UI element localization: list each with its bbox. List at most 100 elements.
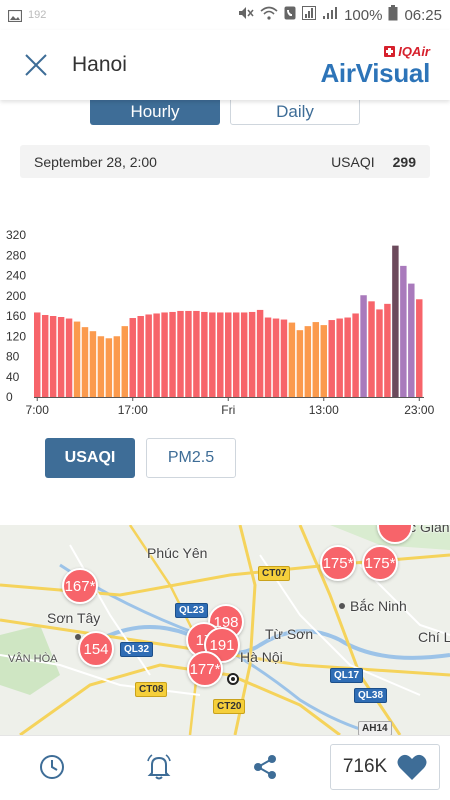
x-tick-label: 13:00	[309, 403, 339, 417]
aqi-bar[interactable]	[201, 311, 208, 397]
aqi-bar[interactable]	[408, 283, 415, 397]
pm25-button[interactable]: PM2.5	[146, 438, 236, 478]
metric-label: USAQI	[331, 153, 375, 170]
y-tick-label: 240	[6, 269, 26, 283]
aqi-bar[interactable]	[57, 317, 65, 397]
place-ha-noi: Hà Nội	[240, 649, 283, 665]
swiss-flag-icon	[384, 45, 396, 57]
aqi-bar[interactable]	[232, 312, 240, 397]
aqi-bar[interactable]	[217, 312, 224, 397]
aqi-bar[interactable]	[320, 325, 327, 397]
aqi-bar[interactable]	[193, 310, 200, 397]
aqi-bar[interactable]	[264, 317, 272, 397]
aqi-bar[interactable]	[65, 318, 73, 397]
aqi-bar[interactable]	[41, 314, 49, 397]
aqi-bar[interactable]	[73, 321, 81, 397]
aqi-bar[interactable]	[296, 330, 304, 397]
aqi-bar[interactable]	[129, 318, 136, 397]
place-bac-ninh: Bắc Ninh	[350, 598, 407, 614]
aqi-bar[interactable]	[344, 317, 351, 397]
hourly-aqi-chart[interactable]: 0 40 80 120 160 200 240 280 320 7:00 17:00 Fri 13:00…	[0, 220, 450, 425]
aqi-bar[interactable]	[81, 327, 89, 397]
share-button[interactable]	[249, 751, 281, 783]
aqi-marker[interactable]: 191	[204, 627, 240, 663]
clock-time: 06:25	[404, 6, 442, 24]
aqi-bar[interactable]	[304, 326, 312, 398]
place-son-tay: Sơn Tây	[47, 610, 101, 626]
aqi-marker[interactable]: 154	[78, 631, 114, 667]
aqi-bar[interactable]	[416, 299, 423, 397]
x-tick-label: 7:00	[26, 403, 50, 417]
aqi-bar[interactable]	[161, 312, 168, 397]
heart-icon	[397, 754, 427, 780]
aqi-bar[interactable]	[34, 312, 41, 397]
aqi-bar[interactable]	[256, 309, 264, 397]
aqi-bar[interactable]	[121, 326, 129, 398]
aqi-bar[interactable]	[105, 338, 113, 397]
road-ql38: QL38	[354, 688, 388, 703]
aqi-bar[interactable]	[288, 322, 296, 397]
aqi-bar[interactable]	[336, 318, 343, 397]
aqi-bar[interactable]	[376, 309, 383, 397]
aqi-bar[interactable]	[169, 311, 176, 397]
like-count: 716K	[342, 756, 388, 777]
road-ct07: CT07	[258, 566, 291, 581]
y-tick-label: 320	[6, 228, 26, 242]
aqi-bar[interactable]	[352, 313, 359, 397]
y-tick-label: 160	[6, 309, 26, 323]
aqi-bar[interactable]	[89, 331, 97, 397]
close-button[interactable]	[16, 45, 56, 85]
road-ql23: QL23	[175, 603, 209, 618]
history-button[interactable]	[36, 751, 68, 783]
y-tick-label: 40	[6, 370, 20, 384]
call-icon	[284, 6, 296, 24]
aqi-bar[interactable]	[97, 336, 105, 397]
battery-icon	[388, 5, 398, 25]
alert-button[interactable]	[143, 751, 175, 783]
aqi-bar[interactable]	[137, 316, 144, 397]
road-ql32: QL32	[120, 642, 154, 657]
x-tick-label: 23:00	[404, 403, 434, 417]
share-icon	[254, 755, 276, 779]
aqi-bar[interactable]	[392, 245, 399, 397]
chart-svg: 0 40 80 120 160 200 240 280 320 7:00 17:00 Fri 13:00…	[6, 228, 435, 417]
status-left-text: 192	[28, 9, 47, 21]
status-bar: 192 100% 06:25	[0, 0, 450, 30]
aqi-bar[interactable]	[209, 312, 216, 397]
like-button[interactable]: 716K	[330, 744, 440, 790]
aqi-marker[interactable]: 177*	[187, 651, 223, 687]
aqi-bar[interactable]	[272, 318, 280, 397]
aqi-marker[interactable]: 167*	[62, 568, 98, 604]
y-tick-label: 280	[6, 248, 26, 262]
metric-value: 299	[392, 153, 416, 170]
aqi-bar[interactable]	[328, 320, 335, 397]
aqi-bar[interactable]	[312, 322, 320, 397]
aqi-bar[interactable]	[360, 295, 367, 397]
aqi-bar[interactable]	[177, 310, 184, 397]
aqi-bar[interactable]	[248, 311, 256, 397]
aqi-bar[interactable]	[400, 265, 407, 397]
gallery-notification-icon	[7, 9, 23, 23]
aqi-bar[interactable]	[368, 301, 375, 397]
usaqi-button[interactable]: USAQI	[45, 438, 135, 478]
aqi-bar[interactable]	[384, 303, 391, 397]
aqi-bar[interactable]	[240, 312, 248, 397]
map-view[interactable]: Phúc Yên Sơn Tây Từ Sơn Bắc Ninh Chí L V…	[0, 525, 450, 735]
close-icon	[25, 54, 47, 76]
aqi-bar[interactable]	[185, 310, 192, 397]
app-header: Hanoi IQAir AirVisual	[0, 30, 450, 100]
aqi-bar[interactable]	[113, 336, 121, 397]
bell-icon	[147, 754, 171, 780]
aqi-bar[interactable]	[145, 314, 152, 397]
aqi-bar[interactable]	[49, 316, 57, 397]
aqi-marker[interactable]: 175*	[320, 545, 356, 581]
aqi-bar[interactable]	[280, 319, 288, 397]
aqi-marker[interactable]: 175*	[362, 545, 398, 581]
place-van-hoa: VÂN HÒA	[8, 653, 58, 665]
aqi-bar[interactable]	[225, 312, 232, 397]
road-ql17: QL17	[330, 668, 364, 683]
place-chi-l: Chí L	[418, 629, 450, 645]
brand-top-text: IQAir	[398, 43, 430, 59]
place-phuc-yen: Phúc Yên	[147, 545, 208, 561]
aqi-bar[interactable]	[153, 313, 160, 397]
